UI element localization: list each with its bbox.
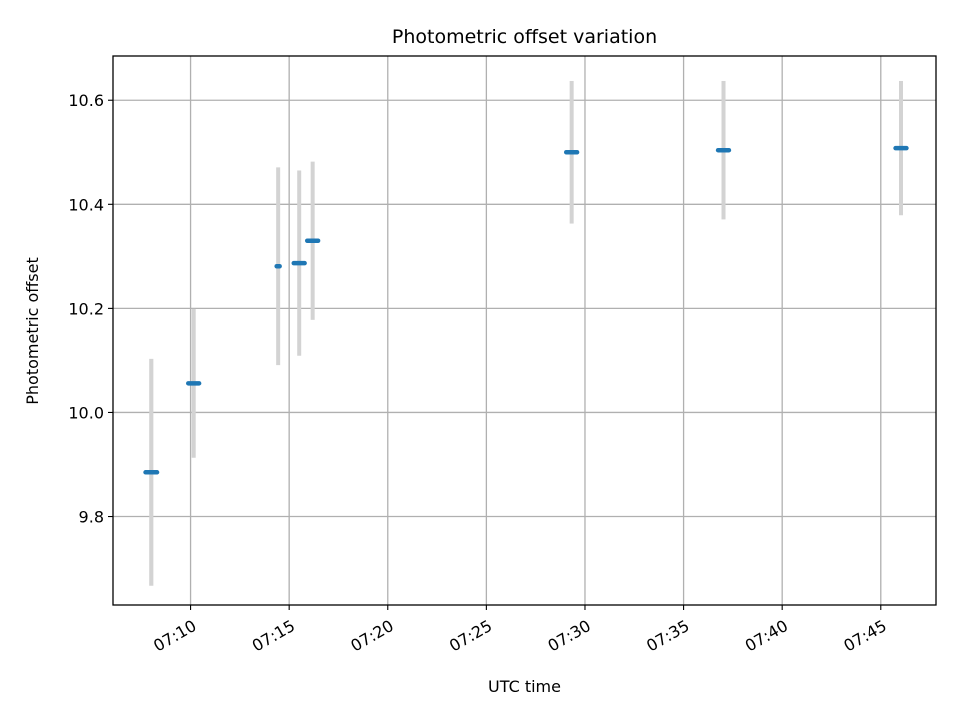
y-tick-label: 10.6 xyxy=(68,91,104,110)
y-axis-title: Photometric offset xyxy=(23,257,42,405)
data-points xyxy=(143,145,909,475)
plot-frame xyxy=(112,55,937,606)
plot-area xyxy=(113,56,936,605)
x-axis-title: UTC time xyxy=(488,677,561,696)
y-tick-label: 10.0 xyxy=(68,403,104,422)
y-tick-label: 10.4 xyxy=(68,195,104,214)
y-axis-ticks: 9.8 10.0 10.2 10.4 10.6 xyxy=(68,91,113,527)
grid-lines xyxy=(113,56,936,605)
chart-title: Photometric offset variation xyxy=(392,26,657,48)
y-tick-label: 10.2 xyxy=(68,299,104,318)
y-tick-label: 9.8 xyxy=(79,508,104,527)
